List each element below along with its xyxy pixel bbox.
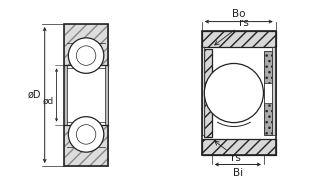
Circle shape — [68, 117, 104, 152]
Bar — [264, 51, 272, 135]
Text: rs: rs — [215, 141, 241, 162]
Bar — [105, 65, 108, 125]
Bar — [65, 65, 67, 125]
Text: Bo: Bo — [232, 9, 245, 19]
Bar — [202, 47, 204, 135]
Bar — [204, 49, 212, 137]
Text: Bi: Bi — [233, 168, 243, 178]
Polygon shape — [65, 125, 108, 166]
Bar — [65, 24, 108, 166]
Bar — [202, 31, 276, 155]
Text: øD: øD — [27, 90, 41, 100]
Text: ød: ød — [42, 96, 53, 105]
Text: rs: rs — [215, 17, 249, 45]
Polygon shape — [65, 24, 108, 65]
Circle shape — [68, 38, 104, 73]
Bar — [202, 31, 276, 47]
Bar — [65, 65, 108, 125]
Bar — [202, 139, 276, 155]
Bar — [272, 47, 276, 135]
Circle shape — [204, 63, 263, 123]
Bar — [264, 83, 272, 103]
